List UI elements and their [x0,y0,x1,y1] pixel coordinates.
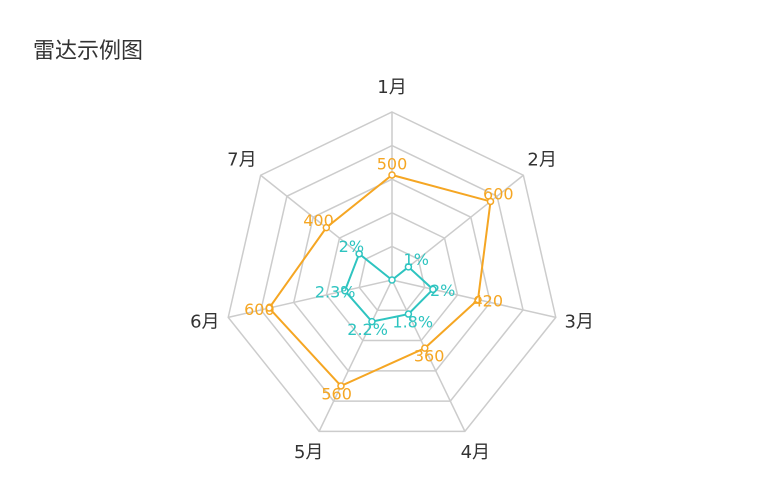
series-line [267,173,492,388]
data-point [404,310,413,318]
data-point [388,171,396,179]
axis-line [318,279,393,432]
data-point [265,304,273,312]
category-label: 2月 [527,149,556,170]
value-label: 360 [414,347,445,366]
data-point [388,276,396,284]
value-label: 2.2% [347,320,388,339]
category-label: 4月 [461,442,490,463]
category-label: 7月 [227,149,256,170]
category-label: 1月 [377,77,406,98]
value-label: 420 [472,291,503,310]
data-point [322,223,331,232]
data-point [341,286,349,295]
value-label: 2% [430,281,455,300]
axis-line [228,279,393,319]
series-line [343,252,435,323]
grid-ring [292,178,492,372]
value-label: 600 [483,185,514,204]
value-label: 1% [404,250,429,269]
category-label: 5月 [294,442,323,463]
value-label: 1.8% [392,313,433,332]
grid-ring [358,245,426,312]
grid-ring [227,111,557,433]
value-label: 2.3% [315,282,356,301]
data-point [429,285,437,294]
axis-line [391,279,556,319]
chart-title: 雷达示例图 [33,39,143,64]
data-point [355,250,363,258]
data-point [368,317,376,326]
data-point [404,263,413,271]
data-point [421,344,429,352]
axis-line [391,279,466,432]
category-label: 3月 [564,312,593,333]
grid-ring [325,211,459,342]
grid-ring [260,144,524,402]
value-label: 500 [377,155,408,174]
value-label: 560 [321,384,352,403]
data-point [474,295,482,304]
category-label: 6月 [190,312,219,333]
value-label: 600 [244,300,275,319]
axis-line [391,174,524,281]
data-point [486,197,495,206]
data-point [337,382,345,390]
value-label: 400 [303,211,334,230]
value-label: 2% [339,237,364,256]
